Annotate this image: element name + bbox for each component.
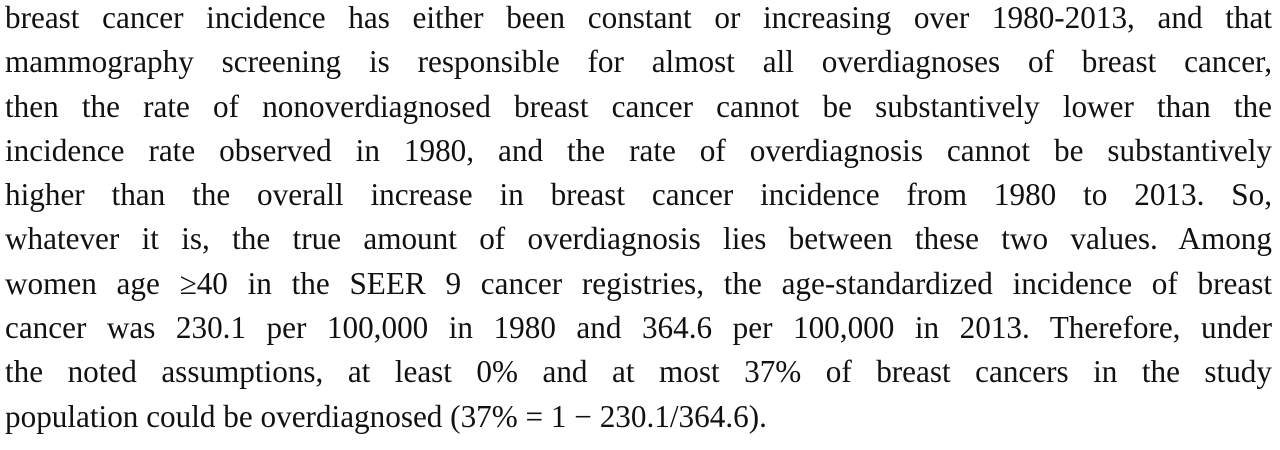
paragraph-line: cancer was 230.1 per 100,000 in 1980 and…	[5, 310, 1272, 346]
paragraph-line: whatever it is, the true amount of overd…	[5, 221, 1272, 257]
paragraph-line: then the rate of nonoverdiagnosed breast…	[5, 88, 1272, 124]
body-paragraph: breast cancer incidence has either been …	[5, 0, 1272, 439]
paragraph-line: the noted assumptions, at least 0% and a…	[5, 354, 1272, 390]
paragraph-line: breast cancer incidence has either been …	[5, 0, 1272, 35]
paragraph-line: incidence rate observed in 1980, and the…	[5, 132, 1272, 168]
paragraph-line: higher than the overall increase in brea…	[5, 177, 1272, 213]
paragraph-line: mammography screening is responsible for…	[5, 44, 1272, 80]
paragraph-line: population could be overdiagnosed (37% =…	[5, 398, 767, 434]
paragraph-line: women age ≥40 in the SEER 9 cancer regis…	[5, 265, 1272, 301]
